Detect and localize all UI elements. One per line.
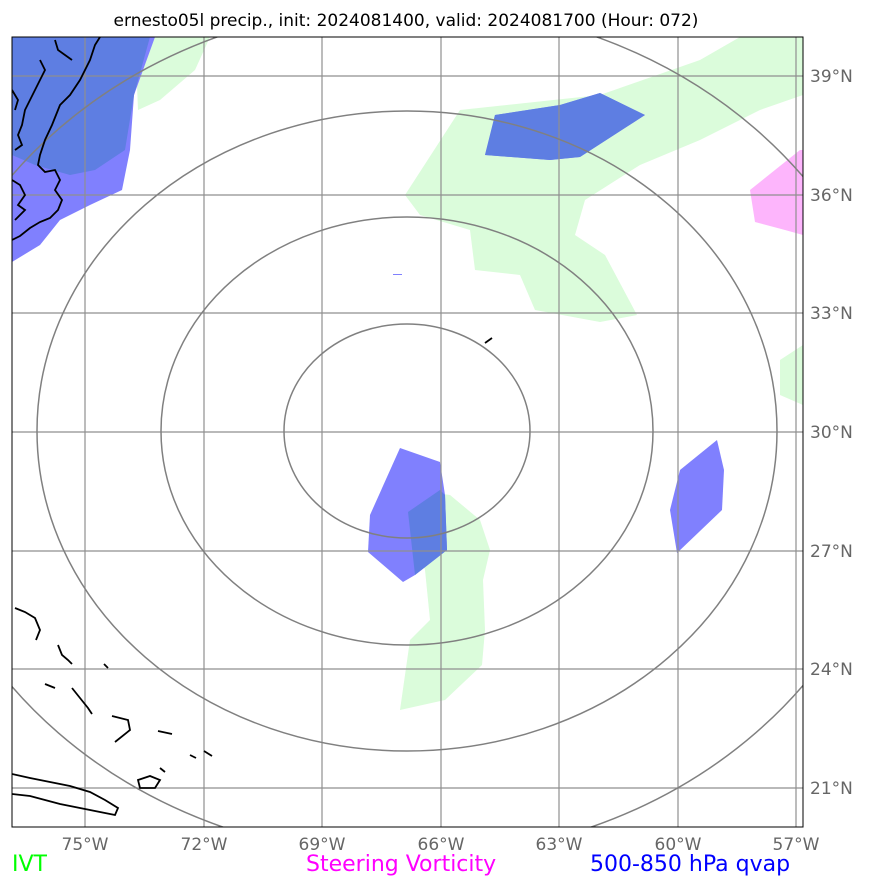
lat-label: 36°N	[810, 186, 853, 206]
legend-steering-vorticity: Steering Vorticity	[306, 852, 497, 877]
range-rings	[12, 37, 803, 827]
lon-label: 66°W	[418, 835, 465, 855]
lon-label: 57°W	[773, 835, 820, 855]
vorticity-shading	[750, 150, 803, 235]
lat-label: 27°N	[810, 542, 853, 562]
lat-label: 39°N	[810, 67, 853, 87]
lon-label: 60°W	[655, 835, 702, 855]
latitude-labels: 39°N 36°N 33°N 30°N 27°N 24°N 21°N	[810, 67, 853, 799]
lat-label: 30°N	[810, 423, 853, 443]
lon-label: 75°W	[62, 835, 109, 855]
legend-qvap: 500-850 hPa qvap	[590, 852, 791, 877]
lat-label: 24°N	[810, 660, 853, 680]
longitude-labels: 75°W 72°W 69°W 66°W 63°W 60°W 57°W	[62, 835, 820, 855]
gridlines	[12, 37, 803, 827]
lon-label: 63°W	[536, 835, 583, 855]
lon-label: 69°W	[299, 835, 346, 855]
map-title: ernesto05l precip., init: 2024081400, va…	[114, 11, 699, 31]
coastlines	[12, 37, 493, 817]
lat-label: 21°N	[810, 779, 853, 799]
ivt-shading	[135, 37, 803, 710]
legend-ivt: IVT	[12, 852, 47, 877]
lon-label: 72°W	[181, 835, 228, 855]
lat-label: 33°N	[810, 304, 853, 324]
map-frame	[11, 36, 804, 828]
